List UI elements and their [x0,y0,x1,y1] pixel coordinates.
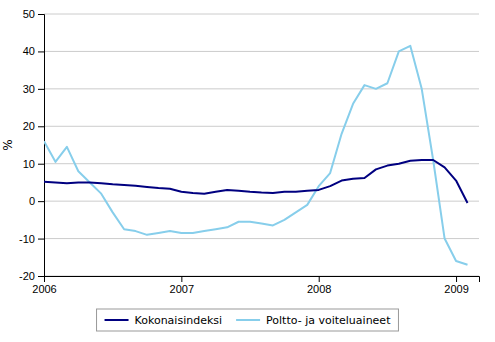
y-tick: 40 [23,45,44,57]
x-tick: 2008 [307,276,331,295]
grid-line [44,88,479,89]
legend-item: Poltto- ja voiteluaineet [236,314,391,327]
y-tick-label: 30 [23,83,35,95]
x-tick-label: 2009 [444,283,468,295]
x-tick-mark [319,276,320,282]
y-tick-label: 0 [29,195,35,207]
x-tick-mark [181,276,182,282]
y-tick-mark [38,276,44,277]
legend: Kokonaisindeksi Poltto- ja voiteluaineet [97,309,399,331]
y-tick-label: -20 [19,270,35,282]
x-tick-label: 2006 [32,283,56,295]
plot: 2006 2007 2008 2009 -20 -10 0 10 20 30 40 50 [19,8,479,295]
y-tick: -10 [19,233,44,245]
grid-line [44,51,479,52]
legend-item: Kokonaisindeksi [105,314,223,327]
grid-line [44,14,479,15]
y-tick-mark [38,126,44,127]
y-tick-mark [38,51,44,52]
series-line [44,160,468,203]
y-tick: 30 [23,83,44,95]
x-tick-label: 2007 [170,283,194,295]
legend-swatch [236,319,260,321]
x-tick: 2006 [32,276,56,295]
y-tick-label: 20 [23,120,35,132]
chart: 2006 2007 2008 2009 -20 -10 0 10 20 30 40 50% Kokona… [0,0,495,342]
y-tick-mark [38,14,44,15]
lines [44,46,468,265]
y-tick: 20 [23,120,44,132]
x-axis: 2006 2007 2008 2009 [32,276,479,295]
x-tick: 2009 [444,276,468,295]
y-tick-label: -10 [19,233,35,245]
y-tick-mark [38,201,44,202]
y-axis-line [38,15,45,277]
legend-swatch [105,319,129,321]
y-axis: -20 -10 0 10 20 30 40 50 [19,8,44,282]
y-tick-label: 50 [23,8,35,20]
x-tick-label: 2008 [307,283,331,295]
x-tick: 2007 [170,276,194,295]
y-tick: -20 [19,270,44,282]
series-line [44,46,468,265]
y-tick-mark [38,239,44,240]
grid-line [44,126,479,127]
grid [44,14,479,276]
x-tick-mark [456,276,457,282]
y-tick: 10 [23,158,44,170]
y-tick-mark [38,164,44,165]
x-axis-line [45,277,480,283]
grid-line [44,201,479,202]
grid-line [44,163,479,164]
grid-line [44,238,479,239]
legend-box [97,309,399,331]
y-axis-title: % [1,139,15,150]
y-tick-label: 10 [23,158,35,170]
y-tick-mark [38,89,44,90]
y-tick: 0 [29,195,44,207]
y-tick: 50 [23,8,44,20]
legend-label: Poltto- ja voiteluaineet [266,314,391,327]
y-tick-label: 40 [23,45,35,57]
legend-label: Kokonaisindeksi [135,314,223,327]
